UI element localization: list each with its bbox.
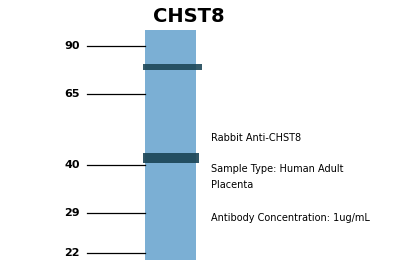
- Text: Sample Type: Human Adult: Sample Type: Human Adult: [210, 164, 343, 174]
- Bar: [143, 153, 199, 163]
- Title: CHST8: CHST8: [153, 7, 224, 26]
- Text: Placenta: Placenta: [210, 180, 253, 190]
- Text: 29: 29: [64, 207, 80, 218]
- Bar: [145, 30, 196, 260]
- Text: 22: 22: [64, 248, 80, 258]
- Bar: [143, 64, 202, 70]
- Text: Rabbit Anti-CHST8: Rabbit Anti-CHST8: [210, 133, 301, 143]
- Text: 90: 90: [64, 41, 80, 51]
- Text: Antibody Concentration: 1ug/mL: Antibody Concentration: 1ug/mL: [210, 213, 370, 223]
- Text: 40: 40: [64, 160, 80, 170]
- Text: 65: 65: [64, 89, 80, 99]
